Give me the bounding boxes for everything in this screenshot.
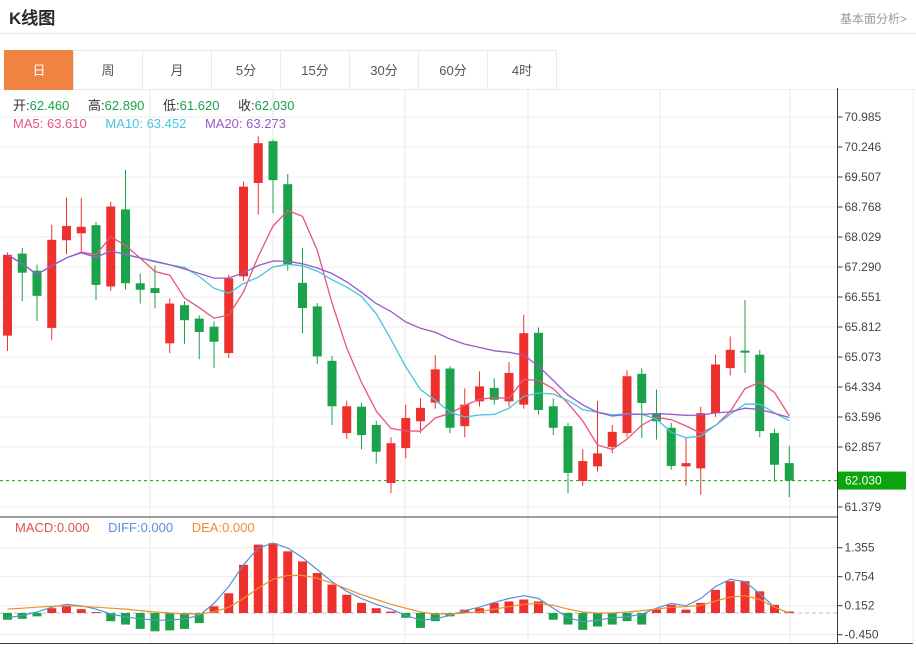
ma20-value: 63.273 <box>246 116 286 131</box>
ma20-label: MA20: <box>204 116 243 131</box>
period-tabs: 日周月 5分 15分 30分 60分 4时 <box>4 50 557 90</box>
svg-text:70.985: 70.985 <box>845 110 882 124</box>
tab-day[interactable]: 日 <box>4 50 74 90</box>
dea-line <box>7 574 790 615</box>
svg-text:62.857: 62.857 <box>845 440 882 454</box>
svg-text:1.355: 1.355 <box>845 541 875 555</box>
svg-text:-0.450: -0.450 <box>845 628 879 642</box>
dea-label: DEA: <box>191 520 223 535</box>
tab-4hour[interactable]: 4时 <box>487 50 557 90</box>
svg-text:70.246: 70.246 <box>845 140 882 154</box>
svg-text:66.551: 66.551 <box>845 290 882 304</box>
svg-text:69.507: 69.507 <box>845 170 882 184</box>
macd-row: MACD:0.000 DIFF:0.000 DEA:0.000 <box>15 520 270 535</box>
open-label: 开: <box>13 98 30 113</box>
ma10-label: MA10: <box>105 116 143 131</box>
macd-label: MACD: <box>15 520 57 535</box>
tab-15min[interactable]: 15分 <box>280 50 350 90</box>
low-label: 低: <box>163 98 180 113</box>
svg-text:62.030: 62.030 <box>845 474 882 488</box>
current-price-badge: 62.030 <box>838 471 906 490</box>
low-value: 61.620 <box>179 98 220 113</box>
diff-value: 0.000 <box>140 520 174 535</box>
svg-text:0.754: 0.754 <box>845 570 875 584</box>
ma-row: MA5: 63.610 MA10: 63.452 MA20: 63.273 <box>13 116 301 131</box>
open-value: 62.460 <box>29 98 70 113</box>
svg-text:61.379: 61.379 <box>845 500 882 514</box>
svg-text:0.152: 0.152 <box>845 599 875 613</box>
svg-text:64.334: 64.334 <box>845 380 882 394</box>
svg-text:63.596: 63.596 <box>845 410 882 424</box>
tab-week[interactable]: 周 <box>73 50 143 90</box>
tab-5min[interactable]: 5分 <box>211 50 281 90</box>
candles <box>3 136 794 498</box>
header-divider <box>0 33 916 34</box>
svg-text:68.768: 68.768 <box>845 200 882 214</box>
diff-line <box>7 542 790 623</box>
ohlc-row: 开:62.460 高:62.890 低:61.620 收:62.030 <box>13 95 309 114</box>
svg-text:65.073: 65.073 <box>845 350 882 364</box>
ma5-line <box>7 209 790 451</box>
ma10-value: 63.452 <box>146 116 187 131</box>
svg-text:65.812: 65.812 <box>845 320 882 334</box>
tab-month[interactable]: 月 <box>142 50 212 90</box>
close-value: 62.030 <box>254 98 295 113</box>
fundamental-analysis-link[interactable]: 基本面分析> <box>839 12 907 26</box>
high-label: 高: <box>88 98 105 113</box>
close-label: 收: <box>238 98 255 113</box>
tab-30min[interactable]: 30分 <box>349 50 419 90</box>
dea-value: 0.000 <box>222 520 255 535</box>
svg-text:67.290: 67.290 <box>845 260 882 274</box>
high-value: 62.890 <box>104 98 145 113</box>
ma5-value: 63.610 <box>46 116 87 131</box>
page-title: K线图 <box>9 9 56 28</box>
ma5-label: MA5: <box>13 116 44 131</box>
tab-60min[interactable]: 60分 <box>418 50 488 90</box>
macd-panel <box>0 542 838 632</box>
diff-label: DIFF: <box>108 520 141 535</box>
price-axis: 70.985 70.246 69.507 68.768 68.029 67.290 66.5… <box>837 110 882 642</box>
svg-text:68.029: 68.029 <box>845 230 882 244</box>
ma20-line <box>7 250 790 419</box>
macd-value: 0.000 <box>56 520 90 535</box>
